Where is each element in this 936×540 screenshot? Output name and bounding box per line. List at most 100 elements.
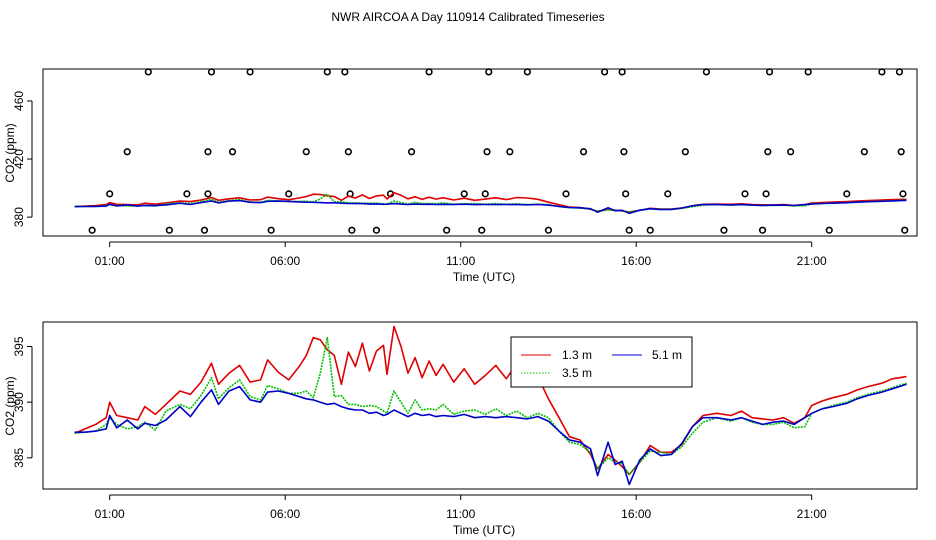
outlier-point xyxy=(123,148,131,156)
outlier-point xyxy=(506,148,514,156)
outlier-point xyxy=(207,68,216,76)
outlier-point xyxy=(899,190,907,198)
panel-1-y-axis: 380 420 460 xyxy=(12,91,33,227)
outlier-point xyxy=(341,68,349,76)
series-line-1-3-m xyxy=(74,325,907,476)
y-tick-label: 460 xyxy=(12,91,26,111)
outlier-point xyxy=(204,148,212,156)
panel-2-y-axis-label: CO2 (ppm) xyxy=(3,376,17,435)
outlier-point xyxy=(622,190,630,198)
outlier-point xyxy=(878,68,886,76)
outlier-point xyxy=(200,226,209,234)
outlier-point xyxy=(843,190,851,198)
outlier-point xyxy=(681,148,689,156)
y-tick-label: 420 xyxy=(12,149,26,169)
outlier-point xyxy=(825,226,833,234)
outlier-point xyxy=(702,68,710,76)
outlier-point xyxy=(425,68,433,76)
x-tick-label: 11:00 xyxy=(446,254,475,268)
legend-label-1-3m: 1.3 m xyxy=(562,348,592,362)
y-tick-label: 380 xyxy=(12,207,26,227)
panel-2-series-lines xyxy=(74,325,907,486)
legend-box xyxy=(510,336,693,388)
outlier-point xyxy=(579,148,588,156)
x-tick-label: 06:00 xyxy=(270,507,300,521)
series-line-5-1-m xyxy=(74,199,907,215)
figure-title: NWR AIRCOA A Day 110914 Calibrated Times… xyxy=(331,10,604,24)
outlier-point xyxy=(620,148,628,156)
panel-2-y-axis: 385 390 395 xyxy=(12,336,33,468)
x-tick-label: 21:00 xyxy=(797,507,827,521)
outlier-point xyxy=(625,226,633,234)
y-tick-label: 385 xyxy=(12,447,26,467)
series-line-3-5-m xyxy=(74,336,907,476)
outlier-point xyxy=(485,68,493,76)
outlier-point xyxy=(762,190,770,198)
outlier-point xyxy=(901,226,909,234)
outlier-point xyxy=(720,226,728,234)
outlier-point xyxy=(443,226,451,234)
outlier-point xyxy=(758,226,767,234)
outlier-point xyxy=(348,226,356,234)
outlier-point xyxy=(204,190,212,198)
outlier-point xyxy=(787,148,795,156)
legend-label-5-1m: 5.1 m xyxy=(652,348,682,362)
outlier-point xyxy=(267,226,275,234)
outlier-point xyxy=(285,190,293,198)
outlier-point xyxy=(183,190,191,198)
outlier-point xyxy=(228,148,237,156)
outlier-point xyxy=(165,226,173,234)
outlier-point xyxy=(144,68,152,76)
x-tick-label: 06:00 xyxy=(270,254,300,268)
outlier-point xyxy=(544,226,553,234)
outlier-point xyxy=(407,148,416,156)
panel-1-outlier-points xyxy=(88,68,909,234)
panel-2: 01:00 06:00 11:00 16:00 21:00 385 390 395 Time… xyxy=(3,321,918,537)
panel-2-x-axis-label: Time (UTC) xyxy=(453,523,515,537)
outlier-point xyxy=(106,190,114,198)
x-tick-label: 16:00 xyxy=(621,254,651,268)
series-line-5-1-m xyxy=(74,383,907,486)
outlier-point xyxy=(88,226,96,234)
outlier-point xyxy=(344,148,352,156)
outlier-point xyxy=(372,226,381,234)
panel-1-plot-frame xyxy=(42,68,918,237)
panel-1-x-axis: 01:00 06:00 11:00 16:00 21:00 xyxy=(95,241,827,268)
outlier-point xyxy=(897,148,905,156)
outlier-point xyxy=(460,190,468,198)
outlier-point xyxy=(246,68,254,76)
outlier-point xyxy=(478,226,486,234)
outlier-point xyxy=(804,68,812,76)
y-tick-label: 395 xyxy=(12,336,26,356)
panel-1: 01:00 06:00 11:00 16:00 21:00 380 420 460 Time… xyxy=(3,68,918,284)
outlier-point xyxy=(741,190,749,198)
outlier-point xyxy=(764,148,772,156)
panel-1-x-axis-label: Time (UTC) xyxy=(453,270,515,284)
x-tick-label: 16:00 xyxy=(621,507,651,521)
outlier-point xyxy=(765,68,774,76)
outlier-point xyxy=(481,190,489,198)
outlier-point xyxy=(562,190,570,198)
x-tick-label: 01:00 xyxy=(95,254,125,268)
legend-label-3-5m: 3.5 m xyxy=(562,366,592,380)
outlier-point xyxy=(302,148,310,156)
panel-2-plot-frame xyxy=(42,321,918,490)
outlier-point xyxy=(618,68,626,76)
panel-1-series-lines xyxy=(74,191,907,215)
outlier-point xyxy=(895,68,904,76)
x-tick-label: 11:00 xyxy=(446,507,475,521)
panel-1-y-axis-label: CO2 (ppm) xyxy=(3,123,17,182)
outlier-point xyxy=(483,148,491,156)
x-tick-label: 21:00 xyxy=(797,254,827,268)
outlier-point xyxy=(523,68,531,76)
outlier-point xyxy=(664,190,672,198)
legend: 1.3 m 5.1 m 3.5 m xyxy=(510,336,693,388)
x-tick-label: 01:00 xyxy=(95,507,125,521)
outlier-point xyxy=(601,68,609,76)
outlier-point xyxy=(323,68,331,76)
outlier-point xyxy=(860,148,868,156)
outlier-point xyxy=(646,226,654,234)
panel-2-x-axis: 01:00 06:00 11:00 16:00 21:00 xyxy=(95,494,827,521)
y-tick-label: 390 xyxy=(12,392,26,412)
